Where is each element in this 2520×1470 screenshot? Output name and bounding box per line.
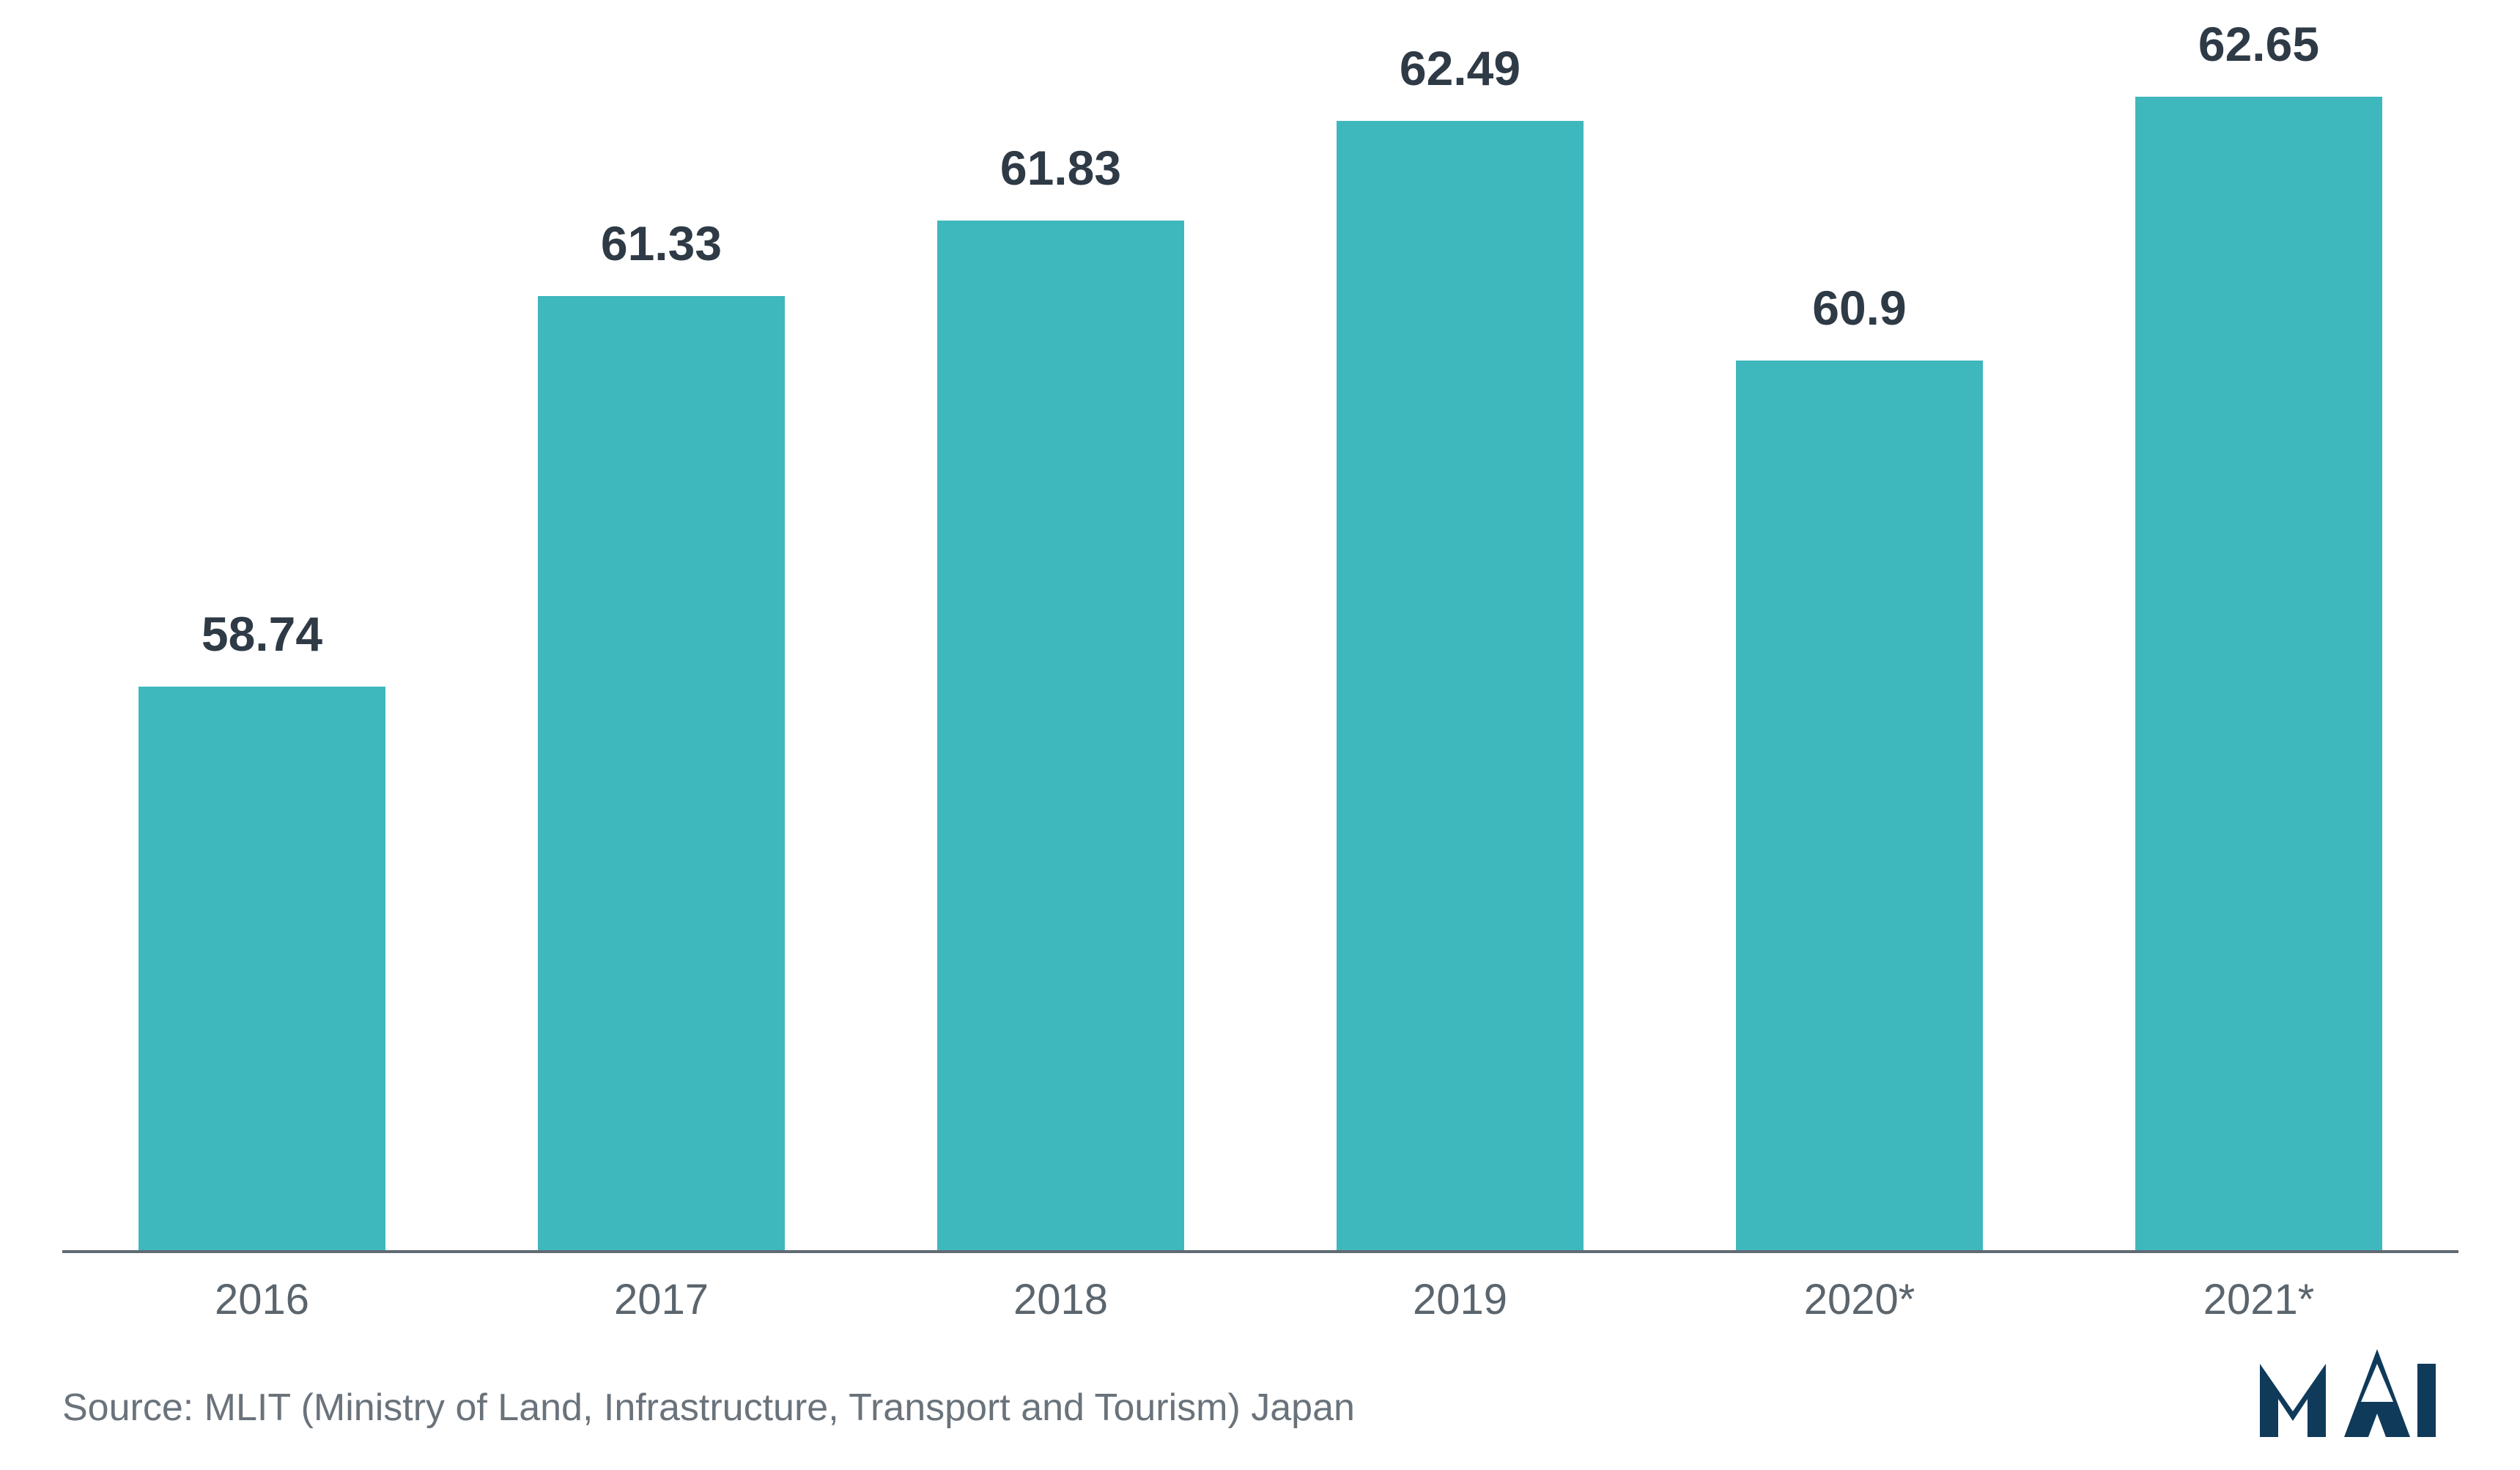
bar: 60.9 <box>1736 361 1984 1250</box>
bar-slot: 61.83 <box>861 44 1260 1250</box>
x-tick-label: 2020* <box>1660 1275 2059 1324</box>
bar-value-label: 61.83 <box>1000 140 1121 196</box>
source-attribution: Source: MLIT (Ministry of Land, Infrastr… <box>62 1386 1355 1430</box>
bar-slot: 62.49 <box>1260 44 1660 1250</box>
x-axis-labels: 20162017201820192020*2021* <box>62 1275 2458 1324</box>
x-tick-label: 2016 <box>62 1275 462 1324</box>
brand-logo-icon <box>2253 1342 2458 1444</box>
bar-slot: 62.65 <box>2059 44 2458 1250</box>
bar-value-label: 62.65 <box>2198 16 2319 72</box>
bar-value-label: 61.33 <box>601 215 722 271</box>
x-tick-label: 2017 <box>462 1275 861 1324</box>
chart-container: 58.74 61.33 61.83 62.49 60.9 62.65 <box>62 44 2458 1253</box>
bars-group: 58.74 61.33 61.83 62.49 60.9 62.65 <box>62 44 2458 1250</box>
bar: 61.83 <box>937 221 1185 1250</box>
bar: 62.65 <box>2135 97 2383 1250</box>
bar-value-label: 60.9 <box>1812 280 1906 336</box>
plot-area: 58.74 61.33 61.83 62.49 60.9 62.65 <box>62 44 2458 1253</box>
bar-slot: 60.9 <box>1660 44 2059 1250</box>
x-tick-label: 2021* <box>2059 1275 2458 1324</box>
bar: 61.33 <box>538 296 786 1250</box>
bar-slot: 58.74 <box>62 44 462 1250</box>
bar-value-label: 62.49 <box>1400 40 1521 96</box>
bar: 62.49 <box>1337 121 1584 1250</box>
bar: 58.74 <box>138 687 386 1251</box>
x-axis-line <box>62 1250 2458 1253</box>
x-tick-label: 2019 <box>1260 1275 1660 1324</box>
bar-slot: 61.33 <box>462 44 861 1250</box>
bar-value-label: 58.74 <box>202 606 322 662</box>
x-tick-label: 2018 <box>861 1275 1260 1324</box>
